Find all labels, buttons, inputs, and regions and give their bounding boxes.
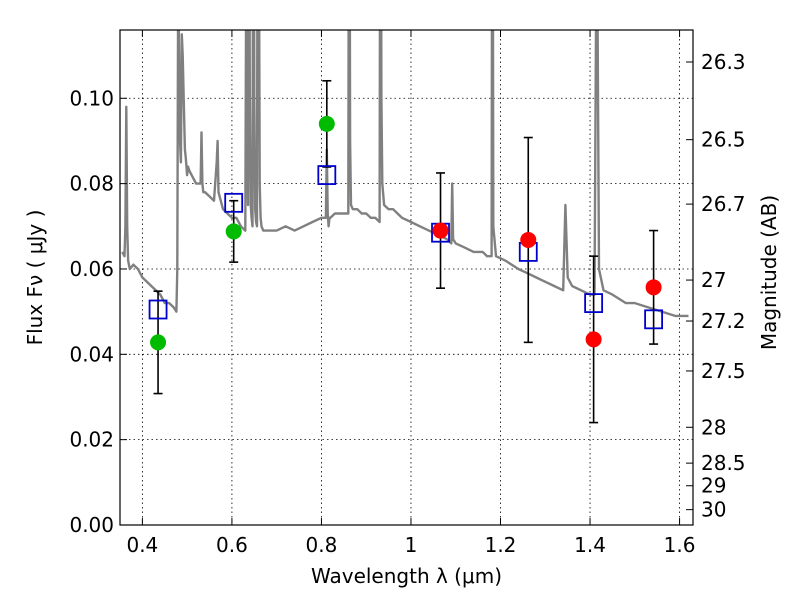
y2-tick-label: 27.2 [701,309,746,333]
x-axis-label: Wavelength λ (μm) [311,564,502,588]
data-layer [121,30,689,424]
model-photometry-square [317,165,337,185]
y2-tick-label: 27 [701,268,726,292]
y-axis-label: Flux Fν ( μJy ) [23,210,47,346]
model-photometry-square [224,192,244,213]
y2-tick-label: 26.7 [701,192,746,216]
y-tick-label: 0.00 [69,513,114,537]
markers [148,115,664,351]
y2-tick-label: 30 [701,498,726,522]
y-tick-label: 0.06 [69,257,114,281]
y2-tick-label: 28 [701,415,726,439]
model-spectrum-series [121,30,689,318]
x-tick-label: 1.4 [574,533,606,557]
observed-point [150,334,167,351]
observed-point [520,231,537,248]
y2-tick-label: 29 [701,474,726,498]
plot-frame [119,29,694,526]
model-photometry-square [148,299,168,320]
y2-tick-label: 26.5 [701,128,746,152]
observed-point [318,115,335,132]
y-tick-label: 0.04 [69,342,114,366]
y-tick-label: 0.10 [69,86,114,110]
ticks: 0.4 0.6 0.8 1 1.2 1.4 1.6 0.00 0.02 0.04 0.06 0.08 0… [69,30,746,557]
observed-point [225,223,242,240]
x-tick-label: 1.2 [485,533,517,557]
observed-point [432,222,449,239]
model-photometry-square [644,309,664,330]
y-tick-label: 0.02 [69,428,114,452]
error-bars [153,79,659,424]
x-tick-label: 0.4 [126,533,158,557]
y2-tick-label: 28.5 [701,451,746,475]
y2-tick-label: 27.5 [701,359,746,383]
grid [120,30,693,526]
y2-axis-label: Magnitude (AB) [757,195,781,350]
y-tick-label: 0.08 [69,172,114,196]
observed-point [645,279,662,296]
x-tick-label: 1.6 [664,533,696,557]
x-tick-label: 1 [405,533,418,557]
y2-tick-label: 26.3 [701,50,746,74]
x-tick-label: 0.8 [306,533,338,557]
spectrum-line [121,30,689,318]
observed-point [585,331,602,348]
model-photometry-square [584,293,604,314]
x-tick-label: 0.6 [216,533,248,557]
